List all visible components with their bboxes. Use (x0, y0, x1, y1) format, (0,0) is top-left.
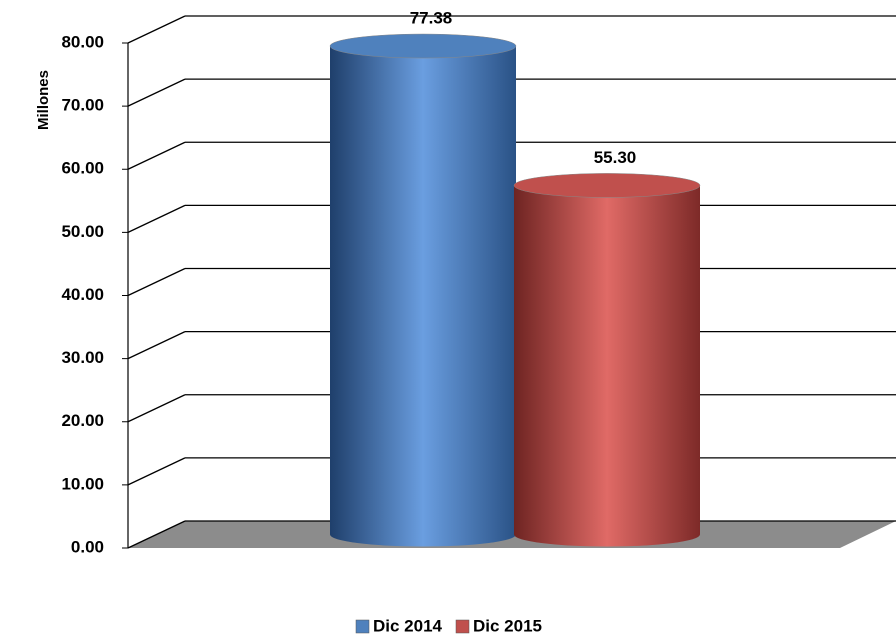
legend-swatch (455, 619, 470, 634)
cylinder (330, 46, 516, 547)
value-label: 55.30 (594, 148, 637, 167)
grid-line (127, 457, 186, 486)
y-tick-label: 50.00 (61, 222, 104, 241)
y-tick-label: 60.00 (61, 159, 104, 178)
grid-line (127, 520, 186, 549)
grid-line (127, 15, 186, 44)
y-tick-label: 70.00 (61, 96, 104, 115)
y-tick-label: 30.00 (61, 348, 104, 367)
legend-label: Dic 2015 (473, 616, 542, 635)
cylinder-top (329, 33, 517, 59)
y-tick-label: 10.00 (61, 474, 104, 493)
y-tick-label: 20.00 (61, 411, 104, 430)
y-tick-label: 40.00 (61, 285, 104, 304)
value-label: 77.38 (410, 9, 453, 28)
y-tick-label: 80.00 (61, 32, 104, 51)
y-tick-label: 0.00 (71, 537, 104, 556)
legend-swatch (355, 619, 370, 634)
grid-line (127, 267, 186, 297)
y-axis-title: Millones (35, 70, 52, 130)
cylinder (514, 185, 700, 547)
grid-line (127, 394, 186, 423)
grid-line (127, 331, 186, 360)
grid-line (127, 204, 186, 233)
grid-line (127, 78, 186, 107)
grid-line (127, 141, 186, 170)
cylinder-top (513, 173, 701, 198)
legend-label: Dic 2014 (373, 616, 443, 635)
